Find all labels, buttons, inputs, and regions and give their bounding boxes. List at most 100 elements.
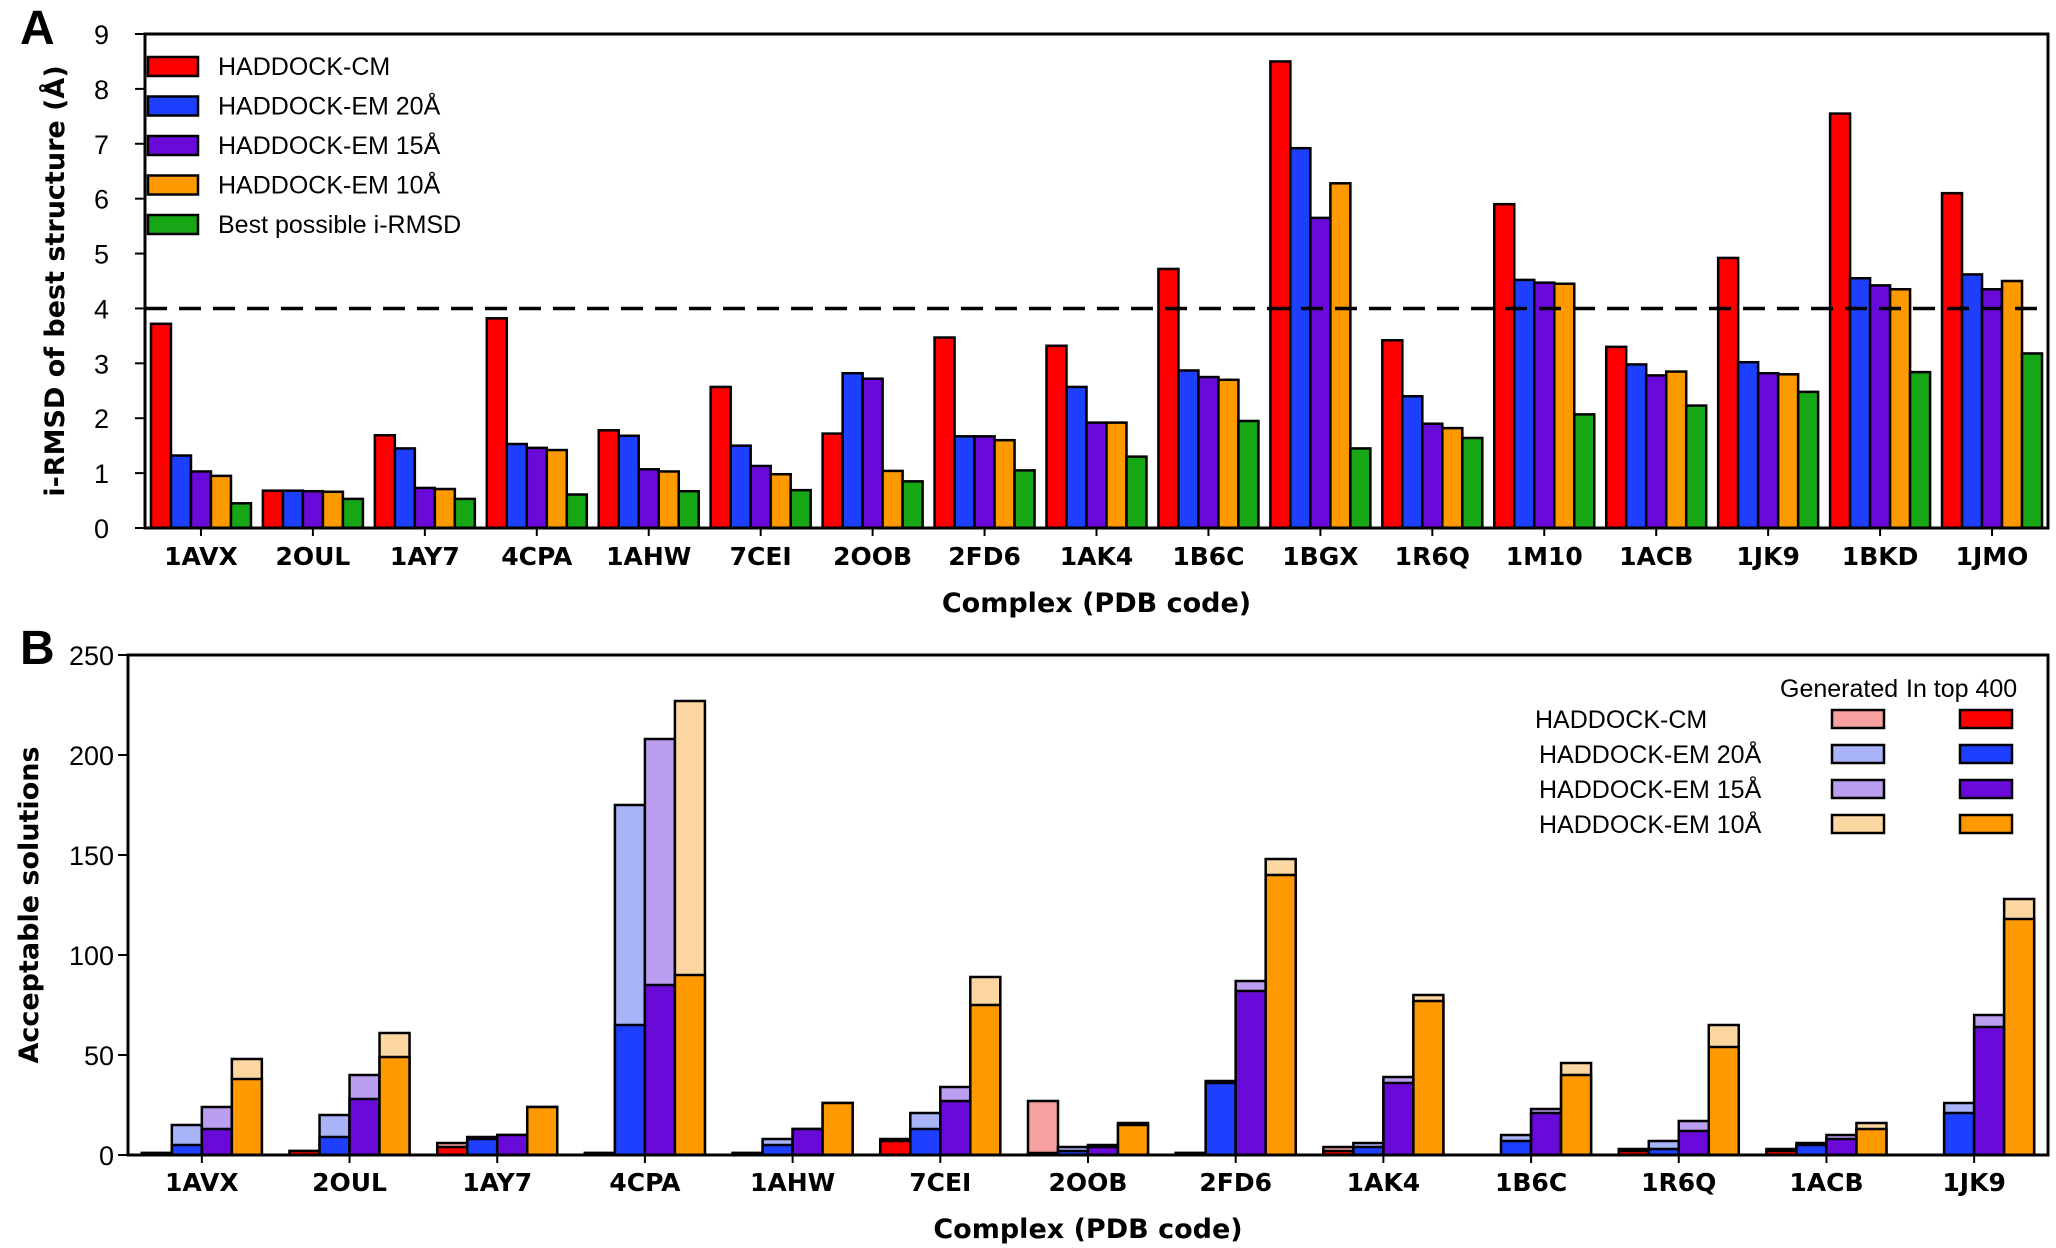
bar — [1736, 360, 1760, 530]
x-axis-title: Complex (PDB code) — [942, 588, 1251, 619]
bar — [729, 444, 752, 530]
bar-in-top-400 — [879, 1139, 912, 1157]
legend-swatch — [146, 55, 200, 78]
bar — [2020, 352, 2044, 530]
bar — [1624, 363, 1648, 530]
bar — [709, 385, 732, 530]
legend-swatch-generated — [1830, 708, 1886, 730]
bar — [149, 322, 173, 530]
bar — [1908, 370, 1932, 530]
bar — [1421, 422, 1444, 530]
legend-header-top400: In top 400 — [1906, 675, 2017, 703]
bar — [1776, 373, 1800, 530]
bar — [1065, 385, 1088, 530]
bar — [341, 497, 365, 530]
x-tick-label: 1ACB — [1789, 1168, 1863, 1197]
x-tick-label: 2OOB — [833, 542, 912, 571]
bar — [1828, 112, 1852, 530]
bar-in-top-400 — [1234, 989, 1267, 1157]
y-tick-label: 0 — [94, 514, 109, 544]
bar — [1349, 447, 1372, 530]
bar — [1309, 216, 1332, 530]
bar — [485, 317, 509, 530]
bar — [2000, 279, 2024, 530]
bar — [677, 489, 700, 530]
panel-a: A 0 1 2 3 4 5 6 7 8 9 i-RMSD of best structure (Å) 1… — [20, 2, 2050, 619]
y-tick-label: 9 — [94, 20, 109, 50]
x-tick-label: 2FD6 — [948, 542, 1021, 571]
x-tick-label: 7CEI — [730, 542, 792, 571]
bar-in-top-400 — [613, 1023, 647, 1157]
bar-in-top-400 — [939, 1099, 972, 1157]
legend-label: HADDOCK-EM 15Å — [218, 130, 441, 160]
bar-in-top-400 — [525, 1105, 559, 1157]
y-tick-label: 7 — [94, 130, 109, 160]
bar-in-top-400 — [1559, 1073, 1593, 1157]
bar — [373, 433, 397, 530]
bar-generated — [1026, 1099, 1060, 1157]
bar — [301, 489, 325, 530]
bar — [881, 469, 904, 530]
bar — [453, 497, 477, 530]
panel-label-b: B — [20, 622, 55, 675]
x-tick-label: 1B6C — [1495, 1168, 1567, 1197]
bar-in-top-400 — [2002, 917, 2036, 1157]
bar — [229, 502, 253, 530]
legend-label: HADDOCK-EM 20Å — [1539, 739, 1762, 769]
x-tick-label: 1ACB — [1619, 542, 1693, 571]
x-tick-label: 4CPA — [609, 1168, 681, 1197]
legend-header-generated: Generated — [1780, 675, 1898, 703]
legend-swatch — [146, 213, 200, 236]
legend-swatch — [146, 174, 200, 196]
bar-in-top-400 — [969, 1003, 1002, 1157]
bar — [1493, 202, 1516, 530]
bar — [1644, 374, 1668, 530]
bar — [1329, 182, 1352, 530]
y-tick-label: 4 — [94, 294, 109, 324]
y-tick-label: 8 — [94, 75, 109, 105]
legend-swatch — [146, 134, 200, 157]
legend-label: Best possible i-RMSD — [218, 211, 461, 239]
bar — [1289, 146, 1312, 530]
bar — [321, 490, 345, 530]
bar-in-top-400 — [200, 1127, 234, 1157]
x-tick-label: 7CEI — [909, 1168, 971, 1197]
bar — [413, 486, 437, 530]
y-tick-label: 150 — [69, 841, 114, 871]
y-axis-title: Acceptable solutions — [14, 746, 45, 1063]
bar-in-top-400 — [230, 1077, 264, 1157]
bar — [505, 442, 529, 530]
bar — [1604, 345, 1628, 530]
x-tick-label: 1M10 — [1506, 542, 1583, 571]
bar-in-top-400 — [318, 1135, 351, 1157]
x-tick-label: 1AHW — [606, 542, 691, 571]
legend-label: HADDOCK-CM — [1535, 706, 1707, 734]
bar — [261, 489, 285, 530]
bar — [953, 435, 976, 530]
y-tick-label: 100 — [69, 941, 114, 971]
bar — [617, 434, 640, 530]
bar-in-top-400 — [495, 1133, 529, 1157]
x-tick-label: 1JK9 — [1736, 542, 1799, 571]
bar — [1684, 404, 1708, 530]
bar — [993, 438, 1016, 530]
legend-label: HADDOCK-EM 15Å — [1539, 774, 1762, 804]
x-tick-label: 2OUL — [312, 1168, 387, 1197]
y-tick-label: 3 — [94, 349, 109, 379]
bar-in-top-400 — [1972, 1025, 2006, 1157]
bar — [1461, 436, 1484, 530]
bar — [1868, 284, 1892, 530]
bar — [637, 468, 660, 530]
legend-swatch — [146, 95, 200, 117]
bar — [1401, 395, 1424, 530]
legend-swatch-top400 — [1958, 813, 2014, 835]
x-tick-label: 1AVX — [164, 542, 238, 571]
y-tick-label: 5 — [94, 240, 109, 270]
bar — [769, 472, 792, 530]
legend-swatch-top400 — [1958, 778, 2014, 800]
bar-in-top-400 — [1677, 1129, 1711, 1157]
bar — [657, 470, 680, 530]
x-tick-label: 1BKD — [1842, 542, 1919, 571]
bar — [861, 377, 884, 530]
